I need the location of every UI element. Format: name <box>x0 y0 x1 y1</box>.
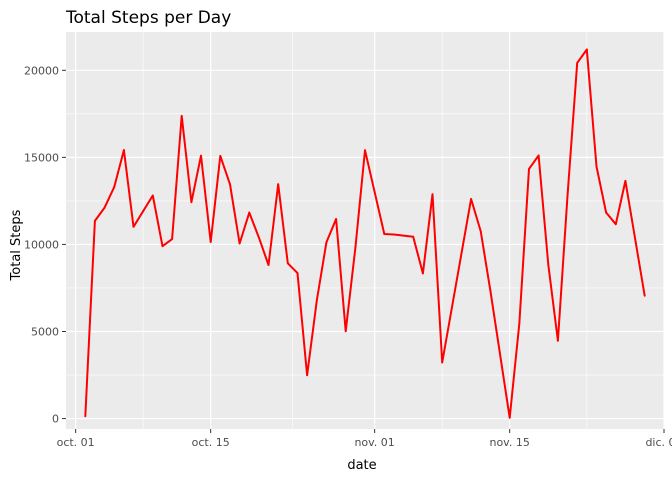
series-line-total-steps <box>84 48 646 419</box>
data-point <box>566 195 569 197</box>
data-point <box>431 193 434 196</box>
data-point <box>614 223 617 226</box>
data-points <box>84 48 646 419</box>
data-point <box>479 230 482 233</box>
data-point <box>557 339 559 342</box>
x-tick-label: oct. 15 <box>192 436 230 449</box>
y-tick-label: 5000 <box>31 325 59 338</box>
data-point <box>518 322 521 325</box>
y-tick-label: 0 <box>52 413 59 426</box>
data-point <box>306 374 309 377</box>
data-point <box>180 114 183 117</box>
data-point <box>113 186 116 188</box>
data-point <box>595 165 598 168</box>
x-tick-label: nov. 01 <box>354 436 394 449</box>
data-point <box>151 194 154 197</box>
data-point <box>248 211 251 214</box>
data-point <box>364 149 366 152</box>
data-point <box>238 242 241 245</box>
data-point <box>537 154 540 157</box>
y-tick-label: 15000 <box>24 151 59 164</box>
data-point <box>335 218 337 220</box>
data-point <box>103 206 106 209</box>
data-point <box>209 241 212 243</box>
data-point <box>421 272 424 275</box>
data-point <box>277 183 280 186</box>
data-point <box>441 361 444 364</box>
x-axis-title: date <box>347 458 376 473</box>
data-point <box>171 238 173 241</box>
data-point <box>585 48 588 51</box>
x-tick-label: nov. 15 <box>489 436 529 449</box>
data-point <box>354 246 357 249</box>
x-axis-ticks: oct. 01 oct. 15 nov. 01 nov. 15 dic. 01 <box>57 429 672 449</box>
y-tick-label: 20000 <box>24 64 59 77</box>
chart-title: Total Steps per Day <box>65 8 231 28</box>
y-axis-title: Total Steps <box>9 209 24 281</box>
data-point <box>547 263 550 266</box>
data-point <box>190 201 193 204</box>
data-point <box>286 262 289 265</box>
data-point <box>219 155 222 157</box>
data-point <box>315 299 318 302</box>
data-point <box>161 245 164 248</box>
data-point <box>258 236 260 239</box>
data-point <box>643 294 646 297</box>
data-point <box>624 180 627 182</box>
x-tick-label: dic. 01 <box>645 436 672 449</box>
data-point <box>94 219 96 222</box>
data-point <box>412 235 415 238</box>
data-point <box>344 330 347 333</box>
data-point <box>508 416 511 419</box>
data-point <box>267 264 270 266</box>
data-point <box>383 233 386 235</box>
data-point <box>605 211 608 214</box>
data-point <box>470 198 472 200</box>
data-point <box>489 289 492 292</box>
data-point <box>229 183 231 186</box>
data-point <box>84 415 87 418</box>
data-point <box>296 272 299 274</box>
data-point <box>132 225 135 228</box>
data-point <box>325 241 328 244</box>
data-point <box>576 61 579 64</box>
data-point <box>528 167 530 170</box>
data-point <box>393 233 395 236</box>
data-point <box>122 149 125 151</box>
y-tick-label: 10000 <box>24 238 59 251</box>
data-point <box>200 154 202 157</box>
x-tick-label: oct. 01 <box>57 436 95 449</box>
y-axis-ticks: 0 5000 10000 15000 20000 <box>24 64 66 426</box>
